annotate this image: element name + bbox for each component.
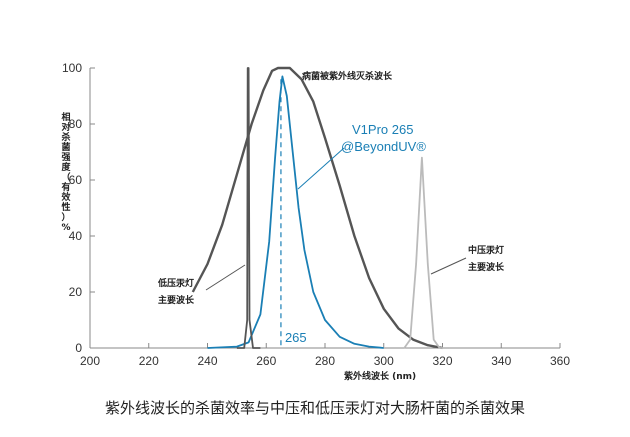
medium-pressure-label-2: 主要波长 bbox=[468, 261, 505, 273]
product-pointer-line bbox=[297, 147, 345, 190]
low-pressure-lamp-curve bbox=[236, 67, 261, 349]
medium-pressure-pointer-line bbox=[430, 257, 467, 275]
y-axis-label-char: 杀 bbox=[61, 131, 70, 143]
y-axis-label-char: 性 bbox=[61, 201, 70, 213]
y-axis-label-char: 相 bbox=[61, 111, 70, 123]
y-tick-label-40: 40 bbox=[69, 229, 83, 243]
y-axis-label-char: 度 bbox=[61, 161, 71, 173]
product-name-label: V1Pro 265 bbox=[352, 122, 413, 137]
x-tick-label-300: 300 bbox=[374, 354, 394, 368]
germicidal-annotation: 病菌被紫外线灭杀波长 bbox=[302, 70, 393, 82]
y-tick-label-20: 20 bbox=[69, 285, 83, 299]
germicidal-curve bbox=[191, 66, 443, 350]
product-brand-label: @BeyondUV® bbox=[341, 139, 426, 154]
y-axis-label-char: 有 bbox=[61, 181, 70, 193]
peak-265-label: 265 bbox=[285, 330, 307, 345]
x-tick-label-360: 360 bbox=[550, 354, 570, 368]
x-tick-label-220: 220 bbox=[139, 354, 159, 368]
y-axis-label-char: 菌 bbox=[61, 141, 70, 153]
y-tick-label-100: 100 bbox=[62, 61, 82, 75]
medium-pressure-label-1: 中压汞灯 bbox=[468, 244, 504, 256]
y-axis-label-char: % bbox=[61, 223, 70, 233]
x-axis-label: 紫外线波长 (nm) bbox=[344, 370, 416, 382]
x-tick-label-260: 260 bbox=[256, 354, 276, 368]
y-axis-label-char: ） bbox=[61, 212, 70, 223]
x-tick-label-240: 240 bbox=[197, 354, 217, 368]
y-tick-label-0: 0 bbox=[75, 341, 82, 355]
y-axis-label-char: 强 bbox=[61, 152, 70, 163]
low-pressure-label-1: 低压汞灯 bbox=[157, 277, 194, 289]
x-tick-label-320: 320 bbox=[432, 354, 452, 368]
ticks: 200 220 240 260 280 300 320 340 360 0 20 40 60 80 100 bbox=[62, 61, 570, 368]
y-tick-label-80: 80 bbox=[69, 117, 83, 131]
low-pressure-label-2: 主要波长 bbox=[158, 294, 195, 306]
series-layer bbox=[191, 66, 449, 350]
v1pro-265-curve bbox=[207, 75, 384, 349]
x-tick-label-200: 200 bbox=[80, 354, 100, 368]
axes bbox=[89, 68, 560, 349]
x-tick-label-340: 340 bbox=[491, 354, 511, 368]
y-axis-label-char: 效 bbox=[61, 191, 71, 203]
medium-pressure-lamp-curve bbox=[383, 156, 449, 349]
x-tick-label-280: 280 bbox=[315, 354, 335, 368]
y-axis-label-char: （ bbox=[61, 172, 70, 183]
figure-caption: 紫外线波长的杀菌效率与中压和低压汞灯对大肠杆菌的杀菌效果 bbox=[104, 399, 525, 417]
y-axis-label-char: 对 bbox=[61, 121, 70, 133]
y-tick-label-60: 60 bbox=[69, 173, 83, 187]
low-pressure-pointer-line bbox=[205, 264, 246, 291]
